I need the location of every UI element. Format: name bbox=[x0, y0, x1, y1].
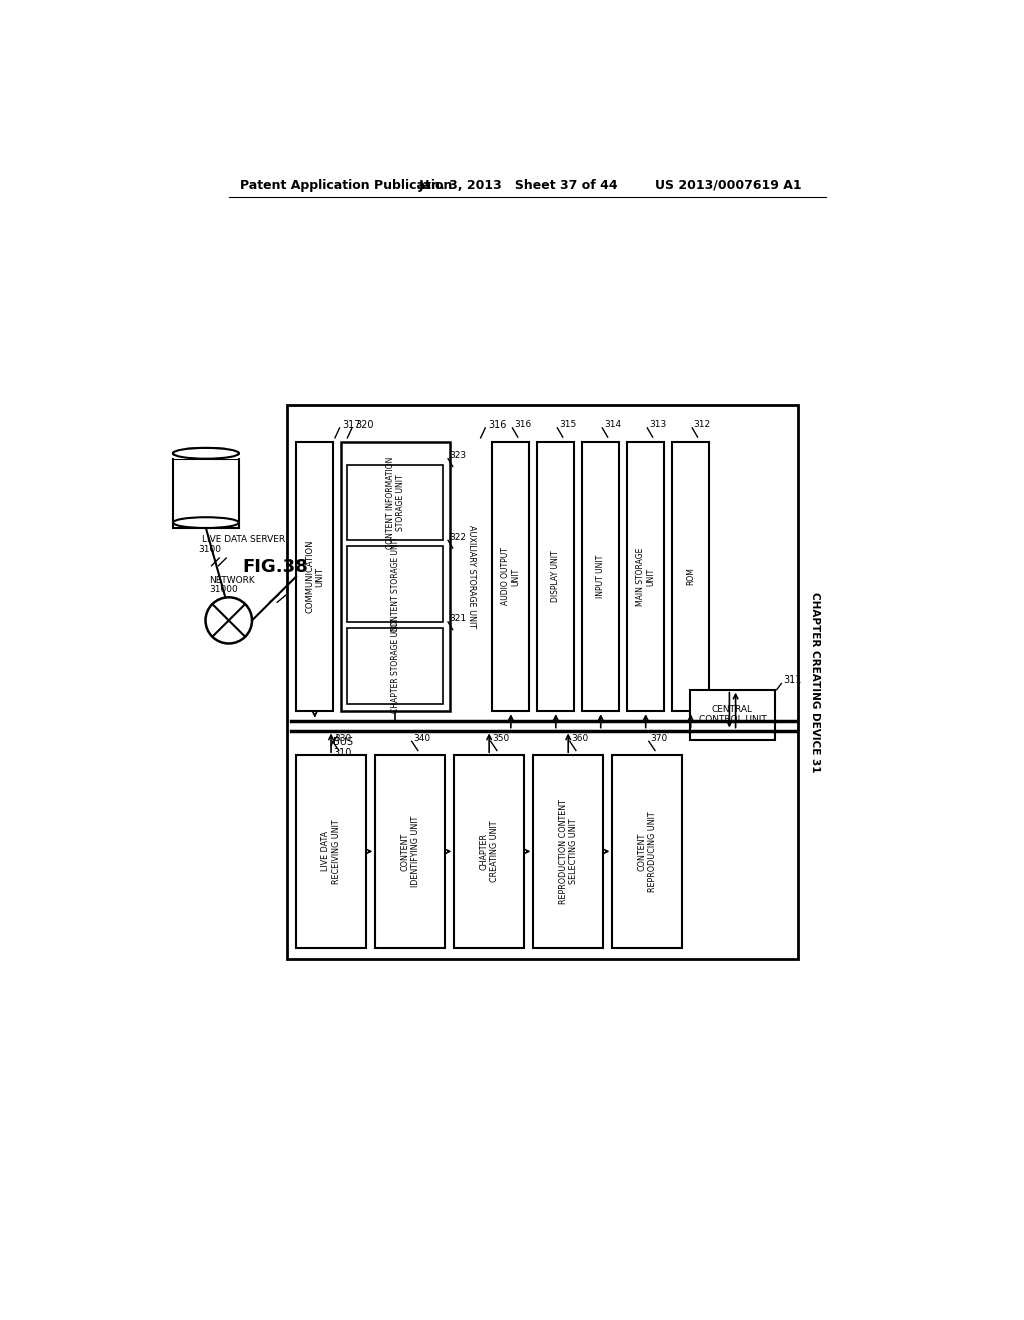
Text: CONTENT
REPRODUCING UNIT: CONTENT REPRODUCING UNIT bbox=[638, 810, 657, 892]
Text: 322: 322 bbox=[450, 533, 467, 541]
Ellipse shape bbox=[173, 447, 239, 459]
Text: NETWORK: NETWORK bbox=[209, 576, 255, 585]
Bar bbox=[534, 755, 603, 948]
Text: CONTENT STORAGE UNIT: CONTENT STORAGE UNIT bbox=[391, 536, 400, 632]
Bar bbox=[347, 465, 443, 540]
Text: CONTENT
IDENTIFYING UNIT: CONTENT IDENTIFYING UNIT bbox=[400, 816, 420, 887]
Text: 3100: 3100 bbox=[199, 545, 221, 554]
Text: FIG.38: FIG.38 bbox=[243, 557, 308, 576]
Bar bbox=[538, 442, 574, 711]
Text: CENTRAL
CONTROL UNIT: CENTRAL CONTROL UNIT bbox=[698, 705, 766, 725]
Text: COMMUNICATION
UNIT: COMMUNICATION UNIT bbox=[305, 540, 325, 614]
Ellipse shape bbox=[173, 447, 239, 459]
Bar bbox=[627, 442, 665, 711]
Text: CONTENT INFORMATION
STORAGE UNIT: CONTENT INFORMATION STORAGE UNIT bbox=[386, 457, 406, 549]
Bar bbox=[612, 755, 682, 948]
Bar bbox=[347, 546, 443, 622]
Bar bbox=[690, 689, 775, 739]
Text: BUS: BUS bbox=[334, 737, 353, 747]
Text: 311: 311 bbox=[783, 676, 801, 685]
Text: 320: 320 bbox=[355, 420, 374, 430]
Text: 317: 317 bbox=[343, 420, 361, 430]
Bar bbox=[375, 755, 445, 948]
Text: 315: 315 bbox=[559, 420, 577, 429]
Bar bbox=[672, 442, 710, 711]
Text: INPUT UNIT: INPUT UNIT bbox=[596, 554, 605, 598]
Text: 312: 312 bbox=[693, 420, 711, 429]
Text: 370: 370 bbox=[650, 734, 668, 743]
Text: 316: 316 bbox=[488, 420, 507, 430]
Text: REPRODUCTION CONTENT
SELECTING UNIT: REPRODUCTION CONTENT SELECTING UNIT bbox=[558, 799, 578, 904]
Text: 313: 313 bbox=[649, 420, 666, 429]
Text: LIVE DATA
RECEIVING UNIT: LIVE DATA RECEIVING UNIT bbox=[322, 820, 341, 883]
Bar bbox=[347, 628, 443, 704]
Text: ROM: ROM bbox=[686, 568, 695, 586]
Text: AUXILIARY STORAGE UNIT: AUXILIARY STORAGE UNIT bbox=[467, 525, 476, 628]
Text: 310: 310 bbox=[334, 748, 352, 758]
Text: CHAPTER STORAGE UNIT: CHAPTER STORAGE UNIT bbox=[391, 619, 400, 713]
Bar bbox=[341, 442, 450, 711]
Text: CHAPTER CREATING DEVICE 31: CHAPTER CREATING DEVICE 31 bbox=[810, 591, 820, 772]
Text: Patent Application Publication: Patent Application Publication bbox=[241, 178, 453, 191]
Text: 340: 340 bbox=[414, 734, 430, 743]
Bar bbox=[455, 755, 524, 948]
Text: LIVE DATA SERVER: LIVE DATA SERVER bbox=[202, 535, 285, 544]
Bar bbox=[583, 442, 620, 711]
Text: MAIN STORAGE
UNIT: MAIN STORAGE UNIT bbox=[636, 548, 655, 606]
Bar bbox=[173, 459, 239, 528]
Bar bbox=[174, 447, 238, 459]
Text: 316: 316 bbox=[514, 420, 531, 429]
Text: DISPLAY UNIT: DISPLAY UNIT bbox=[551, 550, 560, 602]
Text: US 2013/0007619 A1: US 2013/0007619 A1 bbox=[655, 178, 802, 191]
Bar bbox=[287, 405, 799, 960]
Bar bbox=[296, 442, 334, 711]
Text: 360: 360 bbox=[571, 734, 589, 743]
Bar bbox=[296, 755, 366, 948]
Text: 350: 350 bbox=[493, 734, 510, 743]
Text: 330: 330 bbox=[334, 734, 351, 743]
Text: 323: 323 bbox=[450, 451, 467, 461]
Bar bbox=[493, 442, 529, 711]
Text: 314: 314 bbox=[604, 420, 621, 429]
Text: CHAPTER
CREATING UNIT: CHAPTER CREATING UNIT bbox=[479, 821, 499, 882]
Text: 321: 321 bbox=[450, 614, 467, 623]
Text: 31000: 31000 bbox=[209, 585, 239, 594]
Ellipse shape bbox=[173, 517, 239, 528]
Text: Jan. 3, 2013   Sheet 37 of 44: Jan. 3, 2013 Sheet 37 of 44 bbox=[419, 178, 618, 191]
Text: AUDIO OUTPUT
UNIT: AUDIO OUTPUT UNIT bbox=[501, 548, 520, 606]
